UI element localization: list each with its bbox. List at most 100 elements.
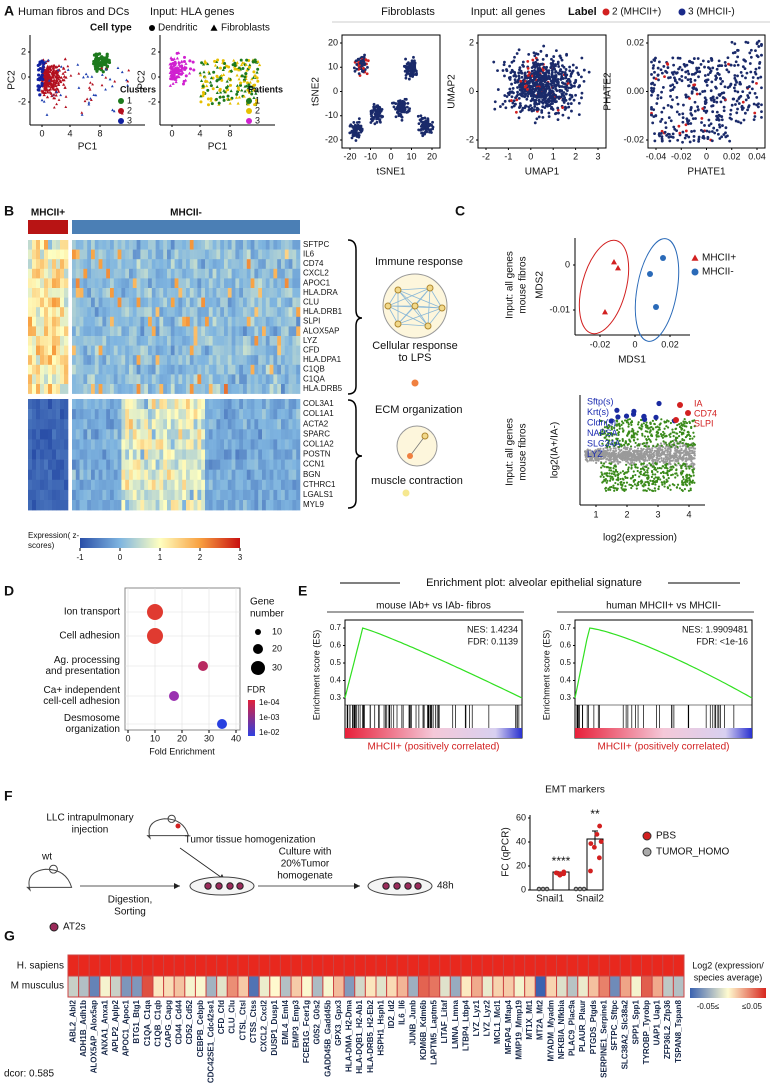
dot xyxy=(101,70,105,74)
box xyxy=(246,419,251,430)
dot xyxy=(366,65,369,69)
box xyxy=(148,240,153,250)
box xyxy=(98,489,103,501)
dot xyxy=(698,70,702,74)
box xyxy=(79,297,84,308)
box xyxy=(189,355,194,366)
dot xyxy=(556,106,560,110)
dot xyxy=(731,97,735,101)
shape xyxy=(42,93,46,97)
box xyxy=(148,364,153,375)
dot xyxy=(692,57,696,60)
dot xyxy=(702,136,706,140)
shape xyxy=(63,70,67,73)
box xyxy=(106,326,111,337)
box xyxy=(227,364,232,375)
box xyxy=(140,307,145,318)
gene-label: COL1A1 xyxy=(303,409,334,418)
axis-label: PHATE2 xyxy=(603,72,614,111)
box xyxy=(167,249,172,260)
box xyxy=(163,278,168,289)
box xyxy=(125,259,130,270)
box xyxy=(121,459,126,470)
dot xyxy=(564,68,568,71)
box xyxy=(28,278,33,289)
dot xyxy=(525,97,529,101)
box xyxy=(64,240,69,250)
box xyxy=(79,336,84,346)
box xyxy=(212,449,217,460)
shape xyxy=(104,88,107,91)
box xyxy=(64,489,69,501)
dot xyxy=(755,103,759,107)
dot xyxy=(700,121,703,124)
box xyxy=(174,439,179,450)
box xyxy=(75,249,80,260)
dot xyxy=(202,91,206,95)
shape xyxy=(87,101,91,104)
box xyxy=(231,288,236,298)
shape xyxy=(221,68,225,71)
box xyxy=(94,355,99,366)
shape xyxy=(52,73,56,77)
dot xyxy=(552,67,556,70)
dot xyxy=(617,448,620,451)
dot xyxy=(518,102,522,105)
box xyxy=(32,288,37,298)
dot xyxy=(523,74,527,77)
box xyxy=(269,459,274,470)
box xyxy=(205,459,210,470)
box xyxy=(224,345,229,356)
tick-label: 1 xyxy=(551,151,556,161)
box xyxy=(56,384,61,394)
dot xyxy=(682,62,686,66)
box xyxy=(262,355,267,366)
dot xyxy=(677,124,681,128)
box xyxy=(296,336,301,346)
dot xyxy=(535,108,539,112)
shape xyxy=(55,90,58,94)
dot xyxy=(556,62,560,66)
shape xyxy=(66,68,70,71)
dot xyxy=(736,107,739,111)
box xyxy=(182,479,187,491)
box xyxy=(113,345,118,356)
box xyxy=(197,459,202,470)
box xyxy=(201,384,206,394)
box xyxy=(75,240,80,250)
box xyxy=(110,355,115,366)
box xyxy=(284,249,289,260)
box xyxy=(292,326,297,337)
dot xyxy=(684,76,688,79)
dot xyxy=(552,55,556,58)
box xyxy=(72,399,77,410)
box xyxy=(40,249,45,260)
box xyxy=(91,459,96,470)
box xyxy=(167,336,172,346)
box xyxy=(269,489,274,501)
box xyxy=(201,259,206,270)
box xyxy=(44,409,49,420)
box xyxy=(250,268,255,279)
box xyxy=(121,278,126,289)
box xyxy=(148,459,153,470)
dot xyxy=(753,115,757,118)
dot xyxy=(423,132,426,136)
box xyxy=(132,326,137,337)
box xyxy=(186,449,191,460)
box xyxy=(32,364,37,375)
box xyxy=(52,419,57,430)
box xyxy=(174,449,179,460)
box xyxy=(212,336,217,346)
box xyxy=(60,364,65,375)
box xyxy=(167,479,172,491)
dot xyxy=(550,84,554,87)
dot xyxy=(506,91,510,95)
dot xyxy=(357,135,361,139)
box xyxy=(167,429,172,440)
box xyxy=(227,459,232,470)
dot xyxy=(701,59,705,63)
box xyxy=(189,336,194,346)
box xyxy=(98,399,103,410)
box xyxy=(189,409,194,420)
